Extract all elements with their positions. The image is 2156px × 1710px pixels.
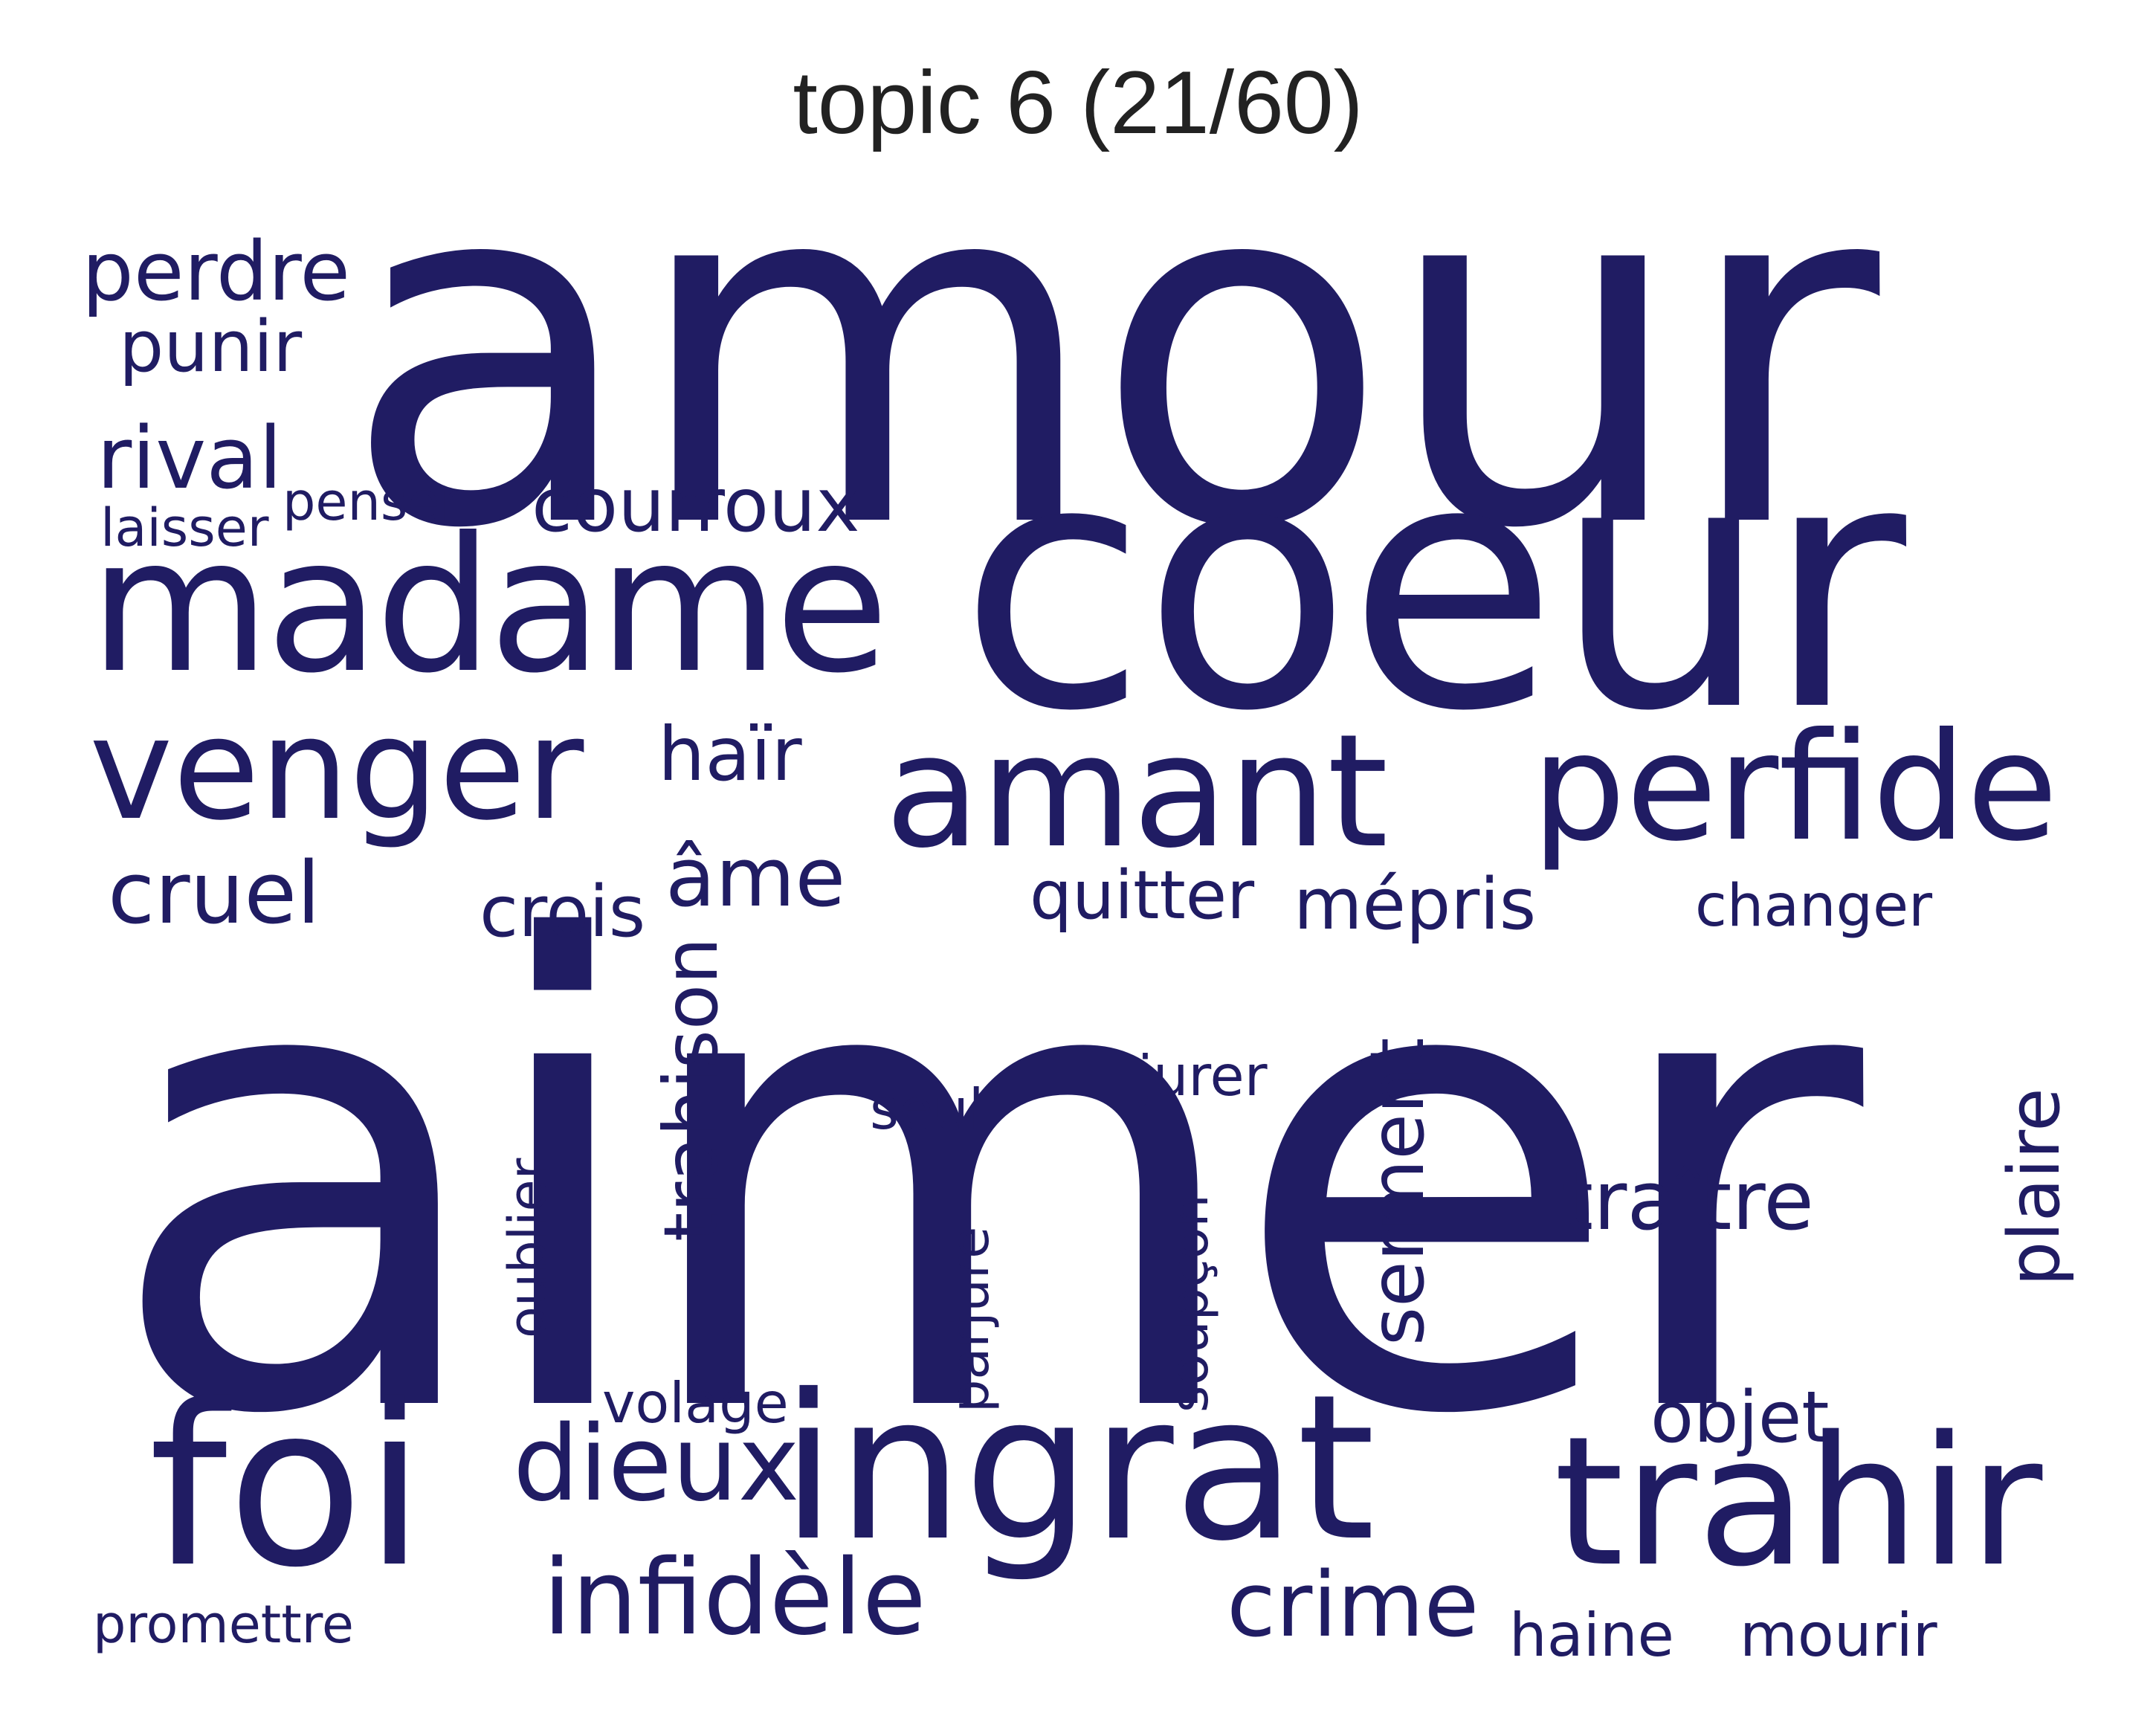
word-ingrat: ingrat	[781, 1351, 1375, 1585]
word-amour: amour	[342, 72, 1879, 634]
word-crime: crime	[1227, 1554, 1479, 1657]
word-soupcon: soupçon	[1159, 1194, 1220, 1413]
word-amant: amant	[885, 700, 1389, 883]
word-mepris: mépris	[1294, 864, 1537, 946]
word-jurer: jurer	[1137, 1043, 1268, 1109]
word-cloud-title: topic 6 (21/60)	[793, 53, 1363, 152]
word-trahison: trahison	[648, 937, 735, 1242]
word-plaire: plaire	[1994, 1088, 2076, 1286]
word-crois: crois	[480, 871, 646, 953]
word-penser: penser	[283, 471, 462, 532]
word-traitre: traître	[1561, 1153, 1814, 1248]
word-ame: âme	[665, 830, 846, 925]
word-perdre: perdre	[82, 224, 351, 319]
word-oublier: oublier	[497, 1158, 558, 1338]
word-laisser: laisser	[100, 497, 269, 558]
word-dieux: dieux	[513, 1404, 800, 1525]
word-changer: changer	[1695, 873, 1933, 940]
word-quitter: quitter	[1030, 856, 1255, 935]
word-madame: madame	[89, 497, 889, 714]
word-rival: rival	[97, 409, 283, 509]
word-perfide: perfide	[1532, 701, 2059, 874]
word-parjure: parjure	[940, 1226, 1001, 1413]
word-punir: punir	[119, 306, 303, 388]
word-haine: haine	[1509, 1601, 1674, 1670]
word-volage: volage	[602, 1370, 789, 1436]
word-objet: objet	[1650, 1377, 1830, 1459]
word-cruel: cruel	[108, 844, 321, 943]
word-courroux: courroux	[532, 462, 860, 549]
word-trahir: trahir	[1554, 1398, 2043, 1606]
word-seul: seul	[870, 1077, 984, 1142]
word-aimer: aimer	[104, 810, 1863, 1554]
word-mourir: mourir	[1740, 1601, 1937, 1670]
word-coeur: coeur	[959, 388, 1906, 786]
word-serment: serment	[1354, 1037, 1441, 1346]
word-promettre: promettre	[93, 1594, 354, 1655]
word-infidele: infidèle	[543, 1538, 926, 1659]
word-foi: foi	[149, 1357, 426, 1616]
word-hair: haïr	[658, 711, 802, 798]
word-venger: venger	[89, 687, 584, 851]
